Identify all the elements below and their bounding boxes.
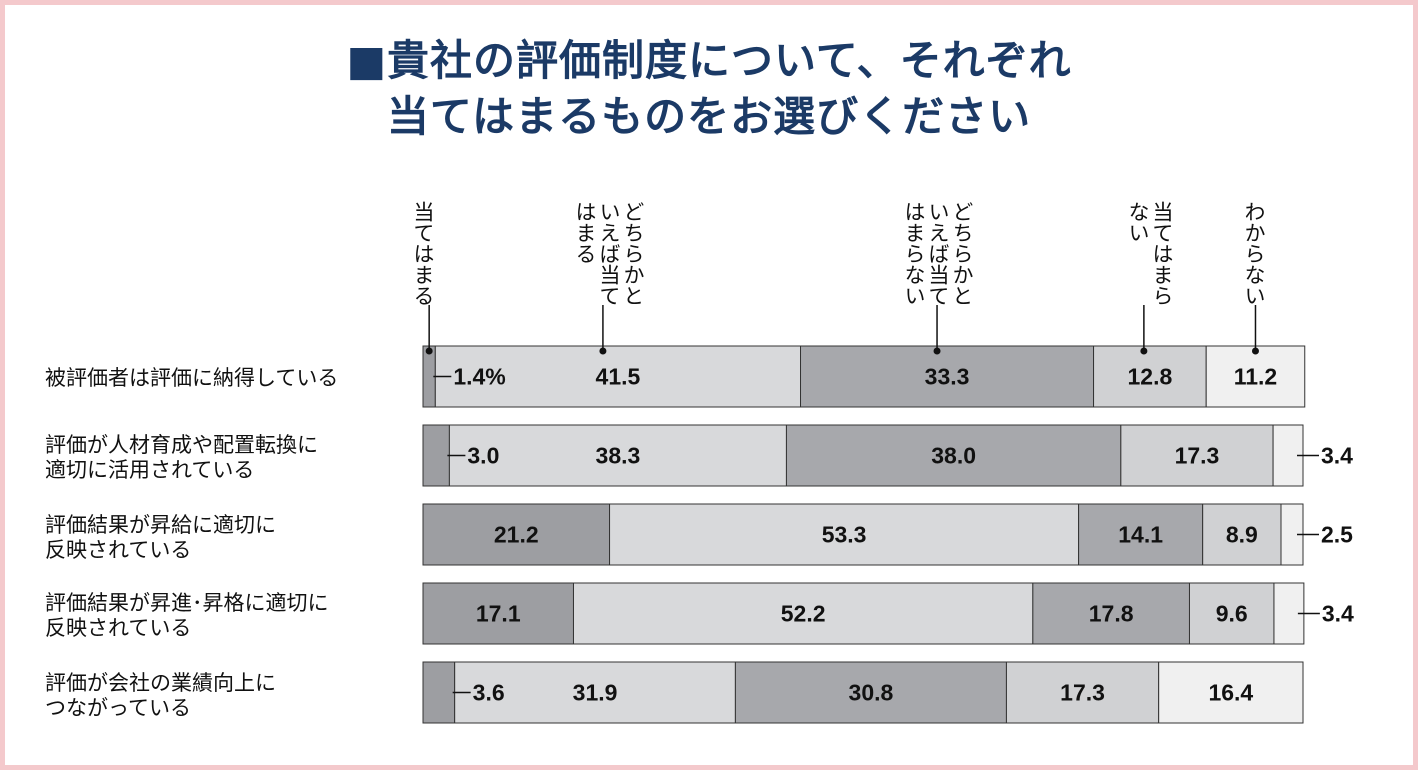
legend-label-4: 当てはまら ない (1126, 201, 1174, 306)
legend-pointer-dot-1 (425, 347, 433, 355)
value-label-r3-s4: 8.9 (1226, 522, 1258, 548)
row-label-5: 評価が会社の業績向上に つながっている (45, 671, 276, 720)
legend-pointer-dot-5 (1251, 347, 1259, 355)
value-label-r1-s1: 1.4% (453, 364, 505, 390)
title-line-1: ■貴社の評価制度について、それぞれ (346, 36, 1072, 85)
value-label-r1-s4: 12.8 (1127, 364, 1172, 390)
bar-segment-r2-s3 (785, 424, 1122, 487)
value-label-r1-s5: 11.2 (1234, 364, 1278, 390)
value-label-r3-s1: 21.2 (494, 522, 539, 548)
bar-segment-r5-s3 (734, 661, 1007, 724)
chart-title: ■貴社の評価制度について、それぞれ 当てはまるものをお選びください (5, 33, 1413, 145)
value-label-r5-s2: 31.9 (573, 680, 618, 706)
bar-segment-r3-s4 (1202, 503, 1282, 566)
value-label-r4-s5: 3.4 (1322, 601, 1354, 627)
bar-segment-r2-s4 (1120, 424, 1274, 487)
bar-segment-r2-s1 (422, 424, 450, 487)
value-label-r5-s1: 3.6 (473, 680, 505, 706)
bar-segment-r1-s2 (434, 345, 802, 408)
value-label-r5-s5: 16.4 (1208, 680, 1253, 706)
legend-label-5: わからない (1242, 201, 1266, 306)
value-label-r3-s2: 53.3 (822, 522, 867, 548)
value-label-r2-s4: 17.3 (1175, 443, 1220, 469)
row-label-2: 評価が人材育成や配置転換に 適切に活用されている (45, 433, 318, 482)
legend-label-3: どちらかと いえば当て はまらない (902, 201, 974, 306)
chart-frame: ■貴社の評価制度について、それぞれ 当てはまるものをお選びください 当てはまる … (5, 5, 1413, 765)
value-label-r2-s5: 3.4 (1321, 443, 1353, 469)
stacked-bar-chart: 1.4% 41.5 33.3 12.8 11.2 3.0 38.3 38.0 17.3 3.4 21… (422, 305, 1354, 724)
bar-segment-r5-s4 (1005, 661, 1160, 724)
value-label-r2-s1: 3.0 (467, 443, 499, 469)
legend-label-2: どちらかと いえば当て はまる (573, 201, 645, 306)
value-label-r4-s1: 17.1 (476, 601, 521, 627)
bar-segment-r1-s3 (800, 345, 1095, 408)
value-label-r2-s2: 38.3 (596, 443, 641, 469)
legend-label-1: 当てはまる (411, 201, 435, 306)
bar-segment-r4-s1 (422, 582, 574, 645)
title-line-2: 当てはまるものをお選びください (386, 92, 1032, 141)
legend-pointer-dot-4 (1140, 347, 1148, 355)
bar-segment-r1-s4 (1093, 345, 1207, 408)
legend-pointer-dot-3 (933, 347, 941, 355)
bar-segment-r5-s2 (454, 661, 736, 724)
value-label-r3-s3: 14.1 (1118, 522, 1163, 548)
bar-segment-r3-s2 (609, 503, 1080, 566)
legend-pointer-dot-2 (599, 347, 607, 355)
bar-segment-r5-s5 (1158, 661, 1304, 724)
bar-segment-r5-s1 (422, 661, 456, 724)
value-label-r4-s2: 52.2 (781, 601, 826, 627)
bar-segment-r1-s5 (1205, 345, 1306, 408)
value-label-r1-s2: 41.5 (596, 364, 641, 390)
value-label-r3-s5: 2.5 (1321, 522, 1353, 548)
value-label-r1-s3: 33.3 (925, 364, 970, 390)
bar-segment-r3-s1 (422, 503, 611, 566)
bar-segment-r4-s4 (1188, 582, 1275, 645)
value-label-r4-s4: 9.6 (1216, 601, 1248, 627)
row-label-1: 被評価者は評価に納得している (45, 366, 339, 390)
value-label-r2-s3: 38.0 (931, 443, 976, 469)
value-label-r5-s4: 17.3 (1060, 680, 1105, 706)
value-label-r5-s3: 30.8 (849, 680, 894, 706)
row-label-4: 評価結果が昇進･昇格に適切に 反映されている (45, 591, 329, 640)
row-label-3: 評価結果が昇給に適切に 反映されている (45, 513, 276, 562)
bar-segment-r2-s2 (448, 424, 787, 487)
value-label-r4-s3: 17.8 (1089, 601, 1134, 627)
bar-segment-r3-s3 (1078, 503, 1204, 566)
